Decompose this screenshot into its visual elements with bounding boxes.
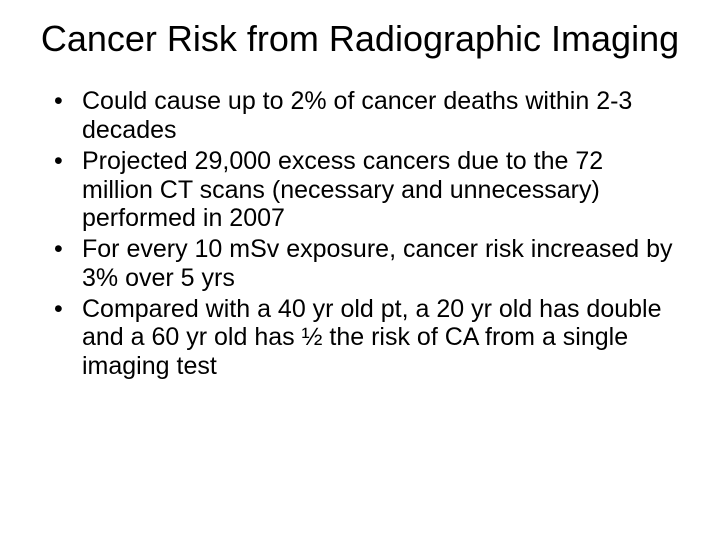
list-item: Projected 29,000 excess cancers due to t… bbox=[40, 147, 680, 233]
list-item: Compared with a 40 yr old pt, a 20 yr ol… bbox=[40, 295, 680, 381]
list-item: For every 10 mSv exposure, cancer risk i… bbox=[40, 235, 680, 293]
slide-title: Cancer Risk from Radiographic Imaging bbox=[40, 18, 680, 59]
bullet-list: Could cause up to 2% of cancer deaths wi… bbox=[40, 87, 680, 381]
slide-container: Cancer Risk from Radiographic Imaging Co… bbox=[0, 0, 720, 540]
list-item: Could cause up to 2% of cancer deaths wi… bbox=[40, 87, 680, 145]
